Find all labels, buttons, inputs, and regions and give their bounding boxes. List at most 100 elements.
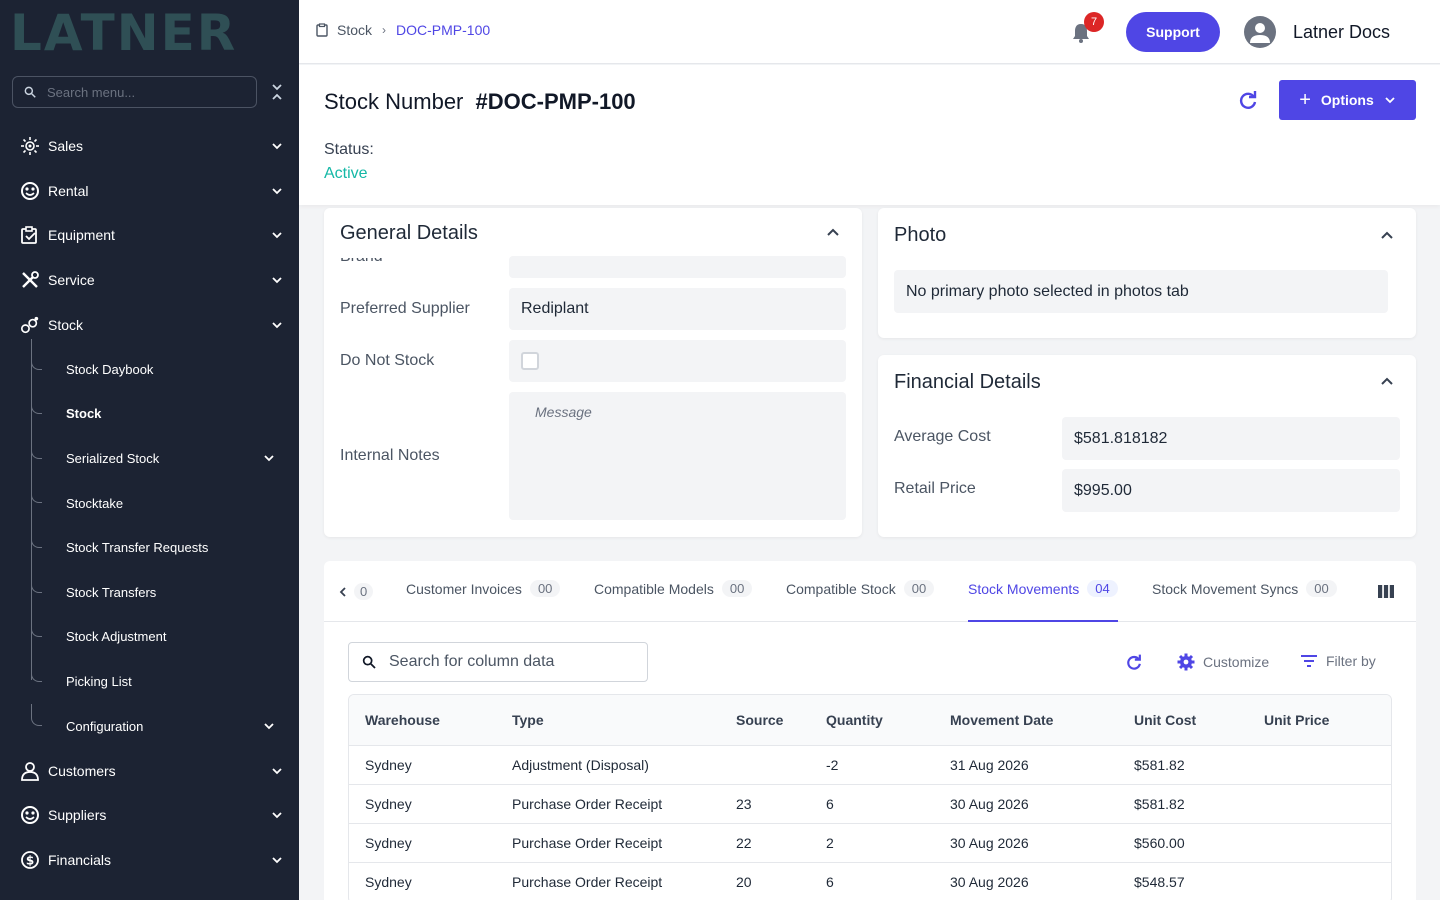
sidebar-subitem-stock-transfer-requests[interactable]: Stock Transfer Requests [0,525,299,570]
do-not-stock-checkbox[interactable] [521,352,539,370]
tab-count: 04 [1087,580,1118,597]
cell-movement-date: 31 Aug 2026 [934,745,1118,785]
sidebar-item-customers[interactable]: Customers [0,748,299,793]
tab-customer-invoices[interactable]: Customer Invoices 00 [406,580,561,622]
table-search-input[interactable] [389,653,639,671]
svg-text:$: $ [26,853,34,867]
sidebar-subitem-stock[interactable]: Stock [0,391,299,437]
sidebar-subitem-stock-daybook[interactable]: Stock Daybook [0,339,299,392]
tab-stock-movement-syncs[interactable]: Stock Movement Syncs 00 [1152,580,1337,622]
chevron-up-icon[interactable] [1380,228,1394,242]
column-header-source[interactable]: Source [720,695,810,746]
filter-label: Filter by [1326,653,1376,669]
cell-type: Purchase Order Receipt [496,862,720,900]
sidebar-item-label: Stock [48,316,84,333]
breadcrumb-root[interactable]: Stock [337,22,373,38]
sidebar-subitem-serialized-stock[interactable]: Serialized Stock [0,436,299,481]
column-header-unit-price[interactable]: Unit Price [1248,695,1391,746]
average-cost-field[interactable]: $581.818182 [1062,417,1400,460]
column-header-unit-cost[interactable]: Unit Cost [1118,695,1248,746]
sidebar-subitem-label: Stock [66,406,102,422]
tab-stock-movements[interactable]: Stock Movements 04 [968,580,1118,622]
tab-label: Stock Movements [968,581,1080,597]
chevron-down-icon [272,322,282,328]
sidebar-subitem-configuration[interactable]: Configuration [0,703,299,749]
search-icon [24,86,36,98]
sidebar-item-label: Suppliers [48,807,107,824]
tab-scroll-left[interactable]: 0 [338,583,374,600]
tab-compatible-stock[interactable]: Compatible Stock 00 [786,580,935,622]
refresh-icon[interactable] [1236,89,1260,113]
sidebar-subitem-stock-transfers[interactable]: Stock Transfers [0,569,299,615]
sales-icon [20,136,40,156]
chevron-up-icon[interactable] [826,225,840,239]
collapse-sidebar-button[interactable] [268,82,286,102]
sidebar-subitem-label: Stock Transfer Requests [66,540,209,556]
cell-movement-date: 30 Aug 2026 [934,823,1118,863]
cell-unit-price [1248,745,1391,785]
table-row[interactable]: Sydney Purchase Order Receipt 22 2 30 Au… [349,823,1391,863]
title-prefix: Stock Number [324,89,464,114]
preferred-supplier-label: Preferred Supplier [340,300,470,317]
hidden-tab-count: 0 [354,583,374,600]
options-button[interactable]: + Options [1279,80,1416,120]
sidebar-subitem-picking-list[interactable]: Picking List [0,659,299,704]
sidebar-item-service[interactable]: Service [0,258,299,303]
refresh-icon[interactable] [1124,653,1144,673]
internal-notes-textarea[interactable]: Message [509,392,846,520]
columns-icon[interactable] [1378,585,1394,598]
cell-quantity: 6 [810,862,934,900]
table-row[interactable]: Sydney Purchase Order Receipt 20 6 30 Au… [349,862,1391,900]
retail-price-field[interactable]: $995.00 [1062,469,1400,512]
column-header-movement-date[interactable]: Movement Date [934,695,1118,746]
column-header-type[interactable]: Type [496,695,720,746]
chevron-left-icon [339,586,346,597]
avatar[interactable] [1244,16,1276,48]
sidebar-item-rental[interactable]: Rental [0,169,299,214]
table-row[interactable]: Sydney Purchase Order Receipt 23 6 30 Au… [349,784,1391,824]
tab-compatible-models[interactable]: Compatible Models 00 [594,580,753,622]
menu-search-box[interactable] [12,76,257,108]
preferred-supplier-field[interactable]: Rediplant [509,288,846,330]
tools-icon [20,270,40,290]
sidebar-item-financials[interactable]: $ Financials [0,838,299,883]
table-search-box[interactable] [348,642,648,682]
sidebar-item-suppliers[interactable]: Suppliers [0,793,299,838]
cell-unit-price [1248,784,1391,824]
stock-movements-table: Warehouse Type Source Quantity Movement … [348,694,1392,900]
sidebar-subitem-label: Serialized Stock [66,450,160,466]
sidebar-subitem-stocktake[interactable]: Stocktake [0,480,299,526]
table-row[interactable]: Sydney Adjustment (Disposal) -2 31 Aug 2… [349,745,1391,785]
cell-warehouse: Sydney [349,823,496,863]
sidebar-item-equipment[interactable]: Equipment [0,213,299,258]
average-cost-label: Average Cost [894,428,991,445]
suppliers-icon [20,805,40,825]
photo-empty-message: No primary photo selected in photos tab [894,270,1388,313]
sidebar-item-stock[interactable]: Stock [0,302,299,347]
filter-button[interactable]: Filter by [1300,653,1376,669]
breadcrumb-current[interactable]: DOC-PMP-100 [396,22,491,38]
sidebar-item-sales[interactable]: Sales [0,124,299,169]
cell-source: 20 [720,862,810,900]
sidebar-item-label: Service [48,272,95,289]
column-header-warehouse[interactable]: Warehouse [349,695,496,746]
column-header-quantity[interactable]: Quantity [810,695,934,746]
card-title: General Details [340,222,478,244]
search-icon [362,655,376,669]
menu-search-input[interactable] [47,84,237,100]
topbar: Stock › DOC-PMP-100 7 Support Latner Doc… [299,0,1440,64]
logo[interactable]: LATNER [10,4,238,62]
customize-button[interactable]: Customize [1177,653,1269,671]
brand-field[interactable] [509,256,846,278]
gear-icon [1177,653,1195,671]
cell-type: Purchase Order Receipt [496,784,720,824]
user-name[interactable]: Latner Docs [1293,22,1391,42]
chevron-down-icon [272,277,282,284]
support-button[interactable]: Support [1126,12,1220,52]
tab-count: 00 [529,580,561,597]
breadcrumb: Stock › DOC-PMP-100 [315,22,490,38]
cell-quantity: 6 [810,784,934,824]
chevron-up-icon[interactable] [1380,374,1394,388]
sidebar-subitem-stock-adjustment[interactable]: Stock Adjustment [0,614,299,660]
cell-unit-cost: $581.82 [1118,745,1248,785]
